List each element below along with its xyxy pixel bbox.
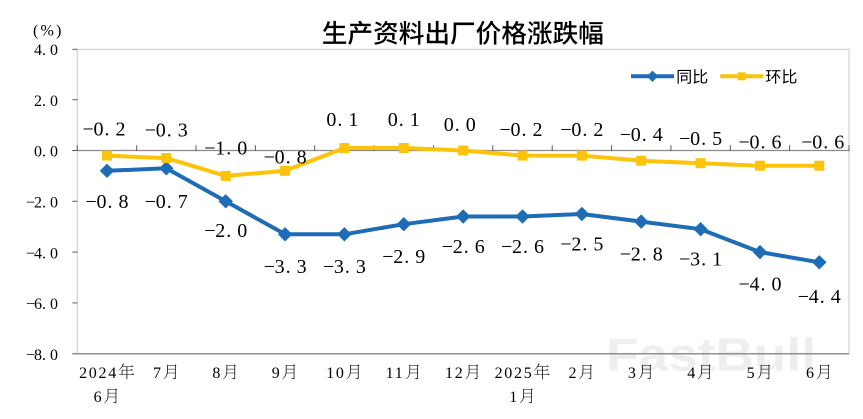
svg-text:10: 10 (326, 365, 345, 382)
svg-text:−0.2: −0.2 (83, 119, 126, 141)
svg-text:−0.2: −0.2 (560, 119, 603, 141)
svg-text:−0.5: −0.5 (679, 128, 722, 150)
svg-text:1: 1 (509, 389, 519, 406)
svg-text:6: 6 (806, 365, 816, 382)
svg-text:−4.0: −4.0 (26, 245, 58, 262)
svg-text:−0.3: −0.3 (145, 120, 188, 142)
svg-text:2: 2 (569, 365, 579, 382)
svg-text:−2.6: −2.6 (501, 236, 544, 258)
svg-text:−2.0: −2.0 (26, 195, 58, 212)
svg-text:5: 5 (747, 365, 757, 382)
svg-text:−0.6: −0.6 (801, 132, 844, 154)
svg-text:−0.4: −0.4 (620, 124, 663, 146)
svg-text:(%): (%) (33, 23, 64, 40)
svg-text:7: 7 (153, 365, 163, 382)
svg-text:−2.9: −2.9 (382, 246, 425, 268)
svg-text:−2.6: −2.6 (442, 236, 485, 258)
svg-text:FastBull: FastBull (606, 329, 816, 381)
svg-text:0.1: 0.1 (326, 109, 358, 131)
svg-text:0.0: 0.0 (444, 114, 476, 136)
svg-text:2025: 2025 (495, 365, 534, 382)
svg-text:2024: 2024 (79, 365, 118, 382)
svg-text:−2.8: −2.8 (620, 244, 663, 266)
svg-text:−0.7: −0.7 (145, 191, 188, 213)
svg-text:−0.2: −0.2 (500, 119, 543, 141)
svg-text:−3.1: −3.1 (679, 249, 722, 271)
svg-text:6: 6 (94, 389, 104, 406)
svg-text:4: 4 (687, 365, 697, 382)
svg-text:−0.6: −0.6 (739, 132, 782, 154)
svg-text:−0.8: −0.8 (86, 191, 129, 213)
svg-text:−3.3: −3.3 (264, 256, 307, 278)
svg-text:−2.5: −2.5 (560, 234, 603, 256)
svg-text:−8.0: −8.0 (26, 347, 58, 364)
svg-text:3: 3 (628, 365, 638, 382)
svg-text:−0.8: −0.8 (264, 147, 307, 169)
svg-text:−1.0: −1.0 (204, 137, 247, 159)
svg-text:−6.0: −6.0 (26, 296, 58, 313)
svg-text:9: 9 (272, 365, 282, 382)
svg-text:−4.0: −4.0 (739, 274, 782, 296)
svg-text:12: 12 (445, 365, 464, 382)
svg-text:−2.0: −2.0 (204, 220, 247, 242)
svg-text:−4.4: −4.4 (798, 286, 841, 308)
svg-text:−3.3: −3.3 (323, 256, 366, 278)
svg-text:0.1: 0.1 (388, 109, 420, 131)
svg-text:11: 11 (386, 365, 405, 382)
svg-text:8: 8 (212, 365, 222, 382)
